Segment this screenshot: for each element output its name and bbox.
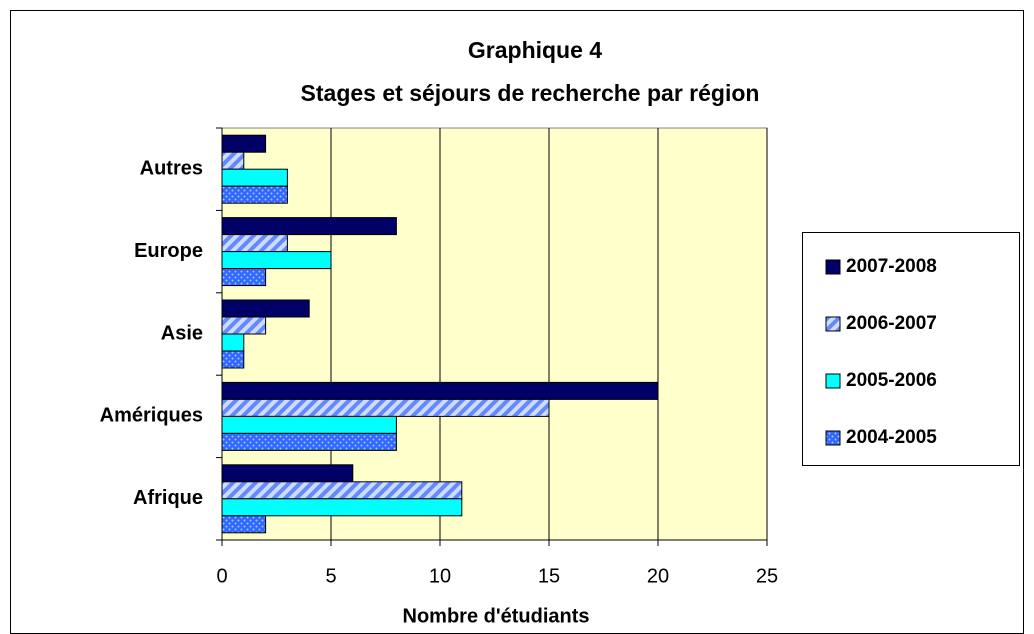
bar <box>221 251 332 270</box>
legend-label: 2005-2006 <box>846 370 937 391</box>
y-tick-label: Europe <box>134 240 203 262</box>
legend-swatch <box>825 430 841 446</box>
chart-title: Graphique 4 <box>468 37 602 63</box>
bar <box>221 268 267 287</box>
legend-label: 2006-2007 <box>846 313 937 334</box>
y-tick-label: Autres <box>140 157 203 179</box>
x-tick-label: 10 <box>429 565 451 587</box>
bar <box>221 333 245 352</box>
bar <box>221 432 397 451</box>
y-tick-label: Amériques <box>100 405 203 427</box>
x-tick-label: 0 <box>216 565 227 587</box>
x-tick-label: 15 <box>538 565 560 587</box>
bar <box>221 185 288 204</box>
bar <box>221 350 245 369</box>
bar <box>221 134 267 153</box>
y-tick-label: Asie <box>161 322 203 344</box>
bar <box>221 316 267 335</box>
chart-subtitle: Stages et séjours de recherche par régio… <box>301 80 760 106</box>
legend-label: 2007-2008 <box>846 256 937 277</box>
bar <box>221 515 267 534</box>
x-tick-label: 20 <box>647 565 669 587</box>
y-tick-label: Afrique <box>133 487 203 509</box>
x-tick-label: 25 <box>756 565 778 587</box>
x-tick-label: 5 <box>325 565 336 587</box>
bar <box>221 498 463 517</box>
bar <box>221 481 463 500</box>
bar <box>221 151 245 170</box>
x-axis-label: Nombre d'étudiants <box>403 605 590 627</box>
bar <box>221 415 397 434</box>
legend-swatch <box>825 259 841 275</box>
legend-swatch <box>825 373 841 389</box>
bar <box>221 234 288 253</box>
bar <box>221 398 550 417</box>
legend-label: 2004-2005 <box>846 427 937 448</box>
bar <box>221 299 310 318</box>
legend-swatch <box>825 316 841 332</box>
bar <box>221 168 288 187</box>
bar <box>221 464 354 483</box>
bar <box>221 381 659 400</box>
bar <box>221 217 397 236</box>
